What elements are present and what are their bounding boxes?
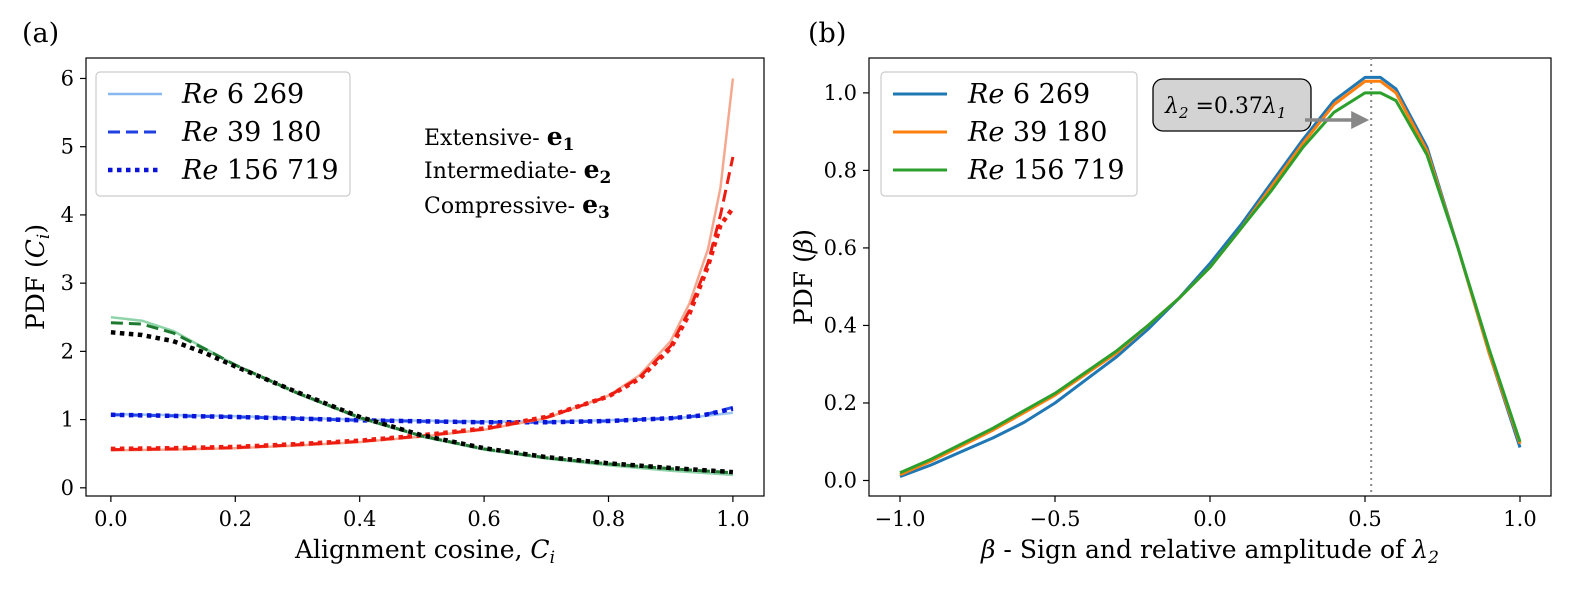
panel-b-legend-box [880, 71, 1138, 197]
panel-a-legend: Re 6 269 Re 39 180 Re 156 719 [95, 71, 351, 197]
panel-a: 0.0 0.2 0.4 0.6 0.8 1.0 0 1 2 3 4 5 6 Alignment cos… [21, 57, 765, 568]
annotation-extensive: Extensive- e1 [424, 122, 574, 155]
y-tick-label: 0.8 [824, 158, 857, 182]
y-tick-label: 0.4 [824, 313, 857, 337]
y-tick-label: 1 [61, 408, 74, 432]
y-tick-label: 2 [61, 339, 74, 363]
legend-b-entry-2: Re 39 180 [967, 117, 1107, 148]
legend-a-entry-1: Re 6 269 [181, 79, 304, 110]
x-tick-label: 1.0 [716, 507, 749, 531]
series-line-3 [110, 406, 734, 425]
panel-a-ylabel: PDF (Ci) [21, 224, 54, 330]
legend-b-entry-3: Re 156 719 [967, 155, 1125, 186]
annotation-box [1152, 78, 1312, 132]
annotation-intermediate: Intermediate- e2 [424, 155, 611, 188]
panel-a-xlabel: Alignment cosine, Ci [294, 535, 555, 568]
x-tick-label: 0.0 [1193, 507, 1226, 531]
series-line-7 [110, 316, 733, 477]
series-line-5 [110, 156, 735, 452]
y-tick-label: 6 [61, 66, 74, 90]
x-tick-label: 0.0 [94, 507, 127, 531]
panel-a-x-ticks: 0.0 0.2 0.4 0.6 0.8 1.0 [94, 496, 750, 531]
x-tick-label: −0.5 [1030, 507, 1081, 531]
y-tick-label: 0.0 [824, 468, 857, 492]
panel-b-label: (b) [808, 18, 846, 49]
y-tick-label: 0 [61, 476, 74, 500]
panel-a-series [110, 78, 735, 477]
panel-b-series [899, 75, 1522, 479]
legend-a-entry-3: Re 156 719 [181, 155, 339, 186]
panel-b-xlabel: β - Sign and relative amplitude of λ2 [980, 535, 1439, 568]
panel-a-axes-frame [85, 57, 765, 497]
y-tick-label: 0.6 [824, 236, 857, 260]
legend-b-entry-1: Re 6 269 [967, 79, 1090, 110]
annotation-compressive: Compressive- e3 [424, 190, 610, 223]
panel-b-x-ticks: −1.0 −0.5 0.0 0.5 1.0 [875, 496, 1537, 531]
y-tick-label: 1.0 [824, 81, 857, 105]
x-tick-label: 0.8 [592, 507, 625, 531]
panel-b-y-ticks: 0.0 0.2 0.4 0.6 0.8 1.0 [824, 81, 869, 492]
y-tick-label: 5 [61, 135, 74, 159]
panel-a-y-ticks: 0 1 2 3 4 5 6 [61, 66, 86, 500]
x-tick-label: 0.6 [467, 507, 500, 531]
annotation-arrow-head [1351, 111, 1370, 130]
series-line-9 [110, 330, 734, 475]
x-tick-label: −1.0 [875, 507, 926, 531]
panel-b-annotation: λ2 =0.37λ1 [1152, 78, 1370, 132]
series-line-1 [899, 75, 1522, 479]
panel-b-legend: Re 6 269 Re 39 180 Re 156 719 [880, 71, 1138, 197]
panel-a-label: (a) [22, 18, 59, 49]
x-tick-label: 0.5 [1348, 507, 1381, 531]
panel-b: −1.0 −0.5 0.0 0.5 1.0 0.0 0.2 0.4 0.6 0.8 1.0 β -… [789, 57, 1552, 568]
annotation-text: λ2 =0.37λ1 [1164, 94, 1286, 122]
series-line-6 [110, 206, 735, 452]
legend-a-entry-2: Re 39 180 [181, 117, 321, 148]
y-tick-label: 0.2 [824, 391, 857, 415]
y-tick-label: 3 [61, 271, 74, 295]
x-tick-label: 1.0 [1503, 507, 1536, 531]
y-tick-label: 4 [61, 203, 74, 227]
series-line-8 [110, 321, 733, 475]
panel-a-legend-box [95, 71, 351, 197]
x-tick-label: 0.2 [219, 507, 252, 531]
x-tick-label: 0.4 [343, 507, 376, 531]
panel-b-ylabel: PDF (β) [789, 229, 818, 325]
series-line-3 [899, 91, 1522, 475]
